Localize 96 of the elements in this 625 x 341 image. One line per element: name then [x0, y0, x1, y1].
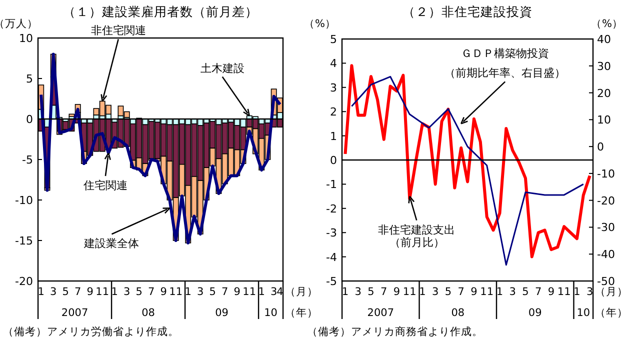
year: 2007 — [367, 307, 394, 319]
ytick: 5 — [26, 72, 33, 86]
xtick: 3 — [270, 286, 278, 298]
xtick: 3 — [586, 286, 594, 298]
xtick: 1 — [258, 286, 265, 298]
y2tick: -50 — [597, 275, 615, 288]
xtick: 1 — [111, 286, 118, 298]
xtick: 1 — [342, 286, 349, 298]
xtick: 5 — [62, 286, 69, 298]
xtick: 9 — [548, 286, 555, 298]
ytick: 4 — [330, 57, 337, 70]
xtick: 9 — [86, 286, 94, 298]
xtick: 1 — [574, 286, 580, 298]
year: 08 — [142, 307, 155, 319]
annotation: 非住宅関連 — [90, 24, 146, 38]
ytick: 1 — [330, 130, 337, 143]
xtick: 11 — [402, 286, 416, 298]
y2label: （%） — [591, 18, 623, 30]
xtick: 9 — [234, 286, 240, 298]
note: （備考）アメリカ商務省より作成。 — [307, 326, 483, 338]
xtick: 11 — [169, 286, 183, 298]
xtick: 11 — [480, 286, 494, 298]
xtick: 9 — [393, 286, 400, 298]
xtick: 3 — [197, 286, 204, 298]
xtick: 5 — [522, 286, 529, 298]
xtick: 7 — [74, 286, 82, 298]
ytick: -15 — [15, 234, 33, 248]
ytick: -20 — [15, 275, 33, 288]
xunit2: （年） — [595, 307, 625, 319]
y2tick: 40 — [597, 33, 611, 46]
xtick: 1 — [38, 286, 44, 298]
ytick: 10 — [19, 32, 33, 45]
xtick: 11 — [557, 286, 571, 298]
ytick: 5 — [330, 33, 337, 46]
y2tick: 0 — [597, 140, 604, 154]
y2tick: -20 — [597, 194, 615, 208]
ylabel: （%） — [304, 18, 336, 30]
title: （１）建設業雇用者数（前月差） — [63, 4, 258, 19]
year: 08 — [451, 307, 465, 319]
ytick: -4 — [326, 250, 337, 264]
xtick: 4 — [276, 286, 284, 298]
annotation: 土木建設 — [200, 62, 244, 75]
year: 10 — [264, 307, 278, 319]
xtick: 3 — [354, 286, 362, 298]
ytick: 2 — [330, 106, 337, 119]
xtick: 7 — [222, 286, 228, 298]
y2tick: 20 — [597, 86, 611, 100]
xtick: 1 — [184, 286, 192, 298]
xtick: 1 — [419, 286, 426, 298]
ytick: -2 — [326, 202, 337, 216]
y2tick: -30 — [597, 221, 615, 234]
xtick: 11 — [96, 286, 110, 298]
ytick: 0 — [26, 113, 33, 126]
annotation: 住宅関連 — [83, 179, 128, 192]
year: 2007 — [61, 307, 88, 319]
ytick: -5 — [22, 154, 33, 166]
y2tick: -10 — [597, 167, 615, 180]
ytick: -5 — [326, 275, 337, 288]
xtick: 5 — [444, 286, 452, 298]
xunit2: （年） — [285, 307, 318, 319]
xtick: 7 — [148, 286, 155, 298]
xtick: 9 — [160, 286, 167, 298]
xtick: 7 — [380, 286, 388, 298]
xtick: 3 — [509, 286, 516, 298]
y2tick: -40 — [597, 248, 615, 262]
annotation: 非住宅建設支出 — [378, 223, 456, 236]
year: 09 — [528, 307, 542, 319]
xtick: 3 — [124, 286, 130, 298]
y2tick: 30 — [597, 60, 611, 73]
ytick: -1 — [326, 178, 337, 192]
annotation: （前月比） — [390, 236, 444, 249]
y2tick: 10 — [597, 114, 611, 127]
xtick: 1 — [496, 286, 504, 298]
xunit: （月） — [595, 286, 625, 298]
annotation: ＧＤＰ構築物投資 — [461, 47, 549, 60]
annotation: 建設業全体 — [84, 237, 140, 250]
xtick: 7 — [458, 286, 464, 298]
ytick: 3 — [330, 81, 337, 94]
ylabel: （万人） — [0, 18, 38, 30]
xtick: 5 — [209, 286, 216, 298]
xunit: （月） — [285, 286, 318, 298]
xtick: 3 — [50, 286, 57, 298]
year: 09 — [215, 307, 228, 319]
note: （備考）アメリカ労働省より作成。 — [3, 326, 179, 338]
xtick: 3 — [432, 286, 439, 298]
xtick: 9 — [470, 286, 478, 298]
xtick: 11 — [242, 286, 256, 298]
xtick: 7 — [535, 286, 542, 298]
title: （２）非住宅建設投資 — [402, 4, 532, 19]
xtick: 5 — [136, 286, 142, 298]
xtick: 5 — [368, 286, 374, 298]
ytick: -10 — [15, 194, 33, 207]
year: 10 — [576, 307, 590, 319]
annotation: （前期比年率、右目盛） — [444, 66, 566, 80]
ytick: -3 — [326, 226, 337, 240]
ytick: 0 — [330, 154, 337, 167]
